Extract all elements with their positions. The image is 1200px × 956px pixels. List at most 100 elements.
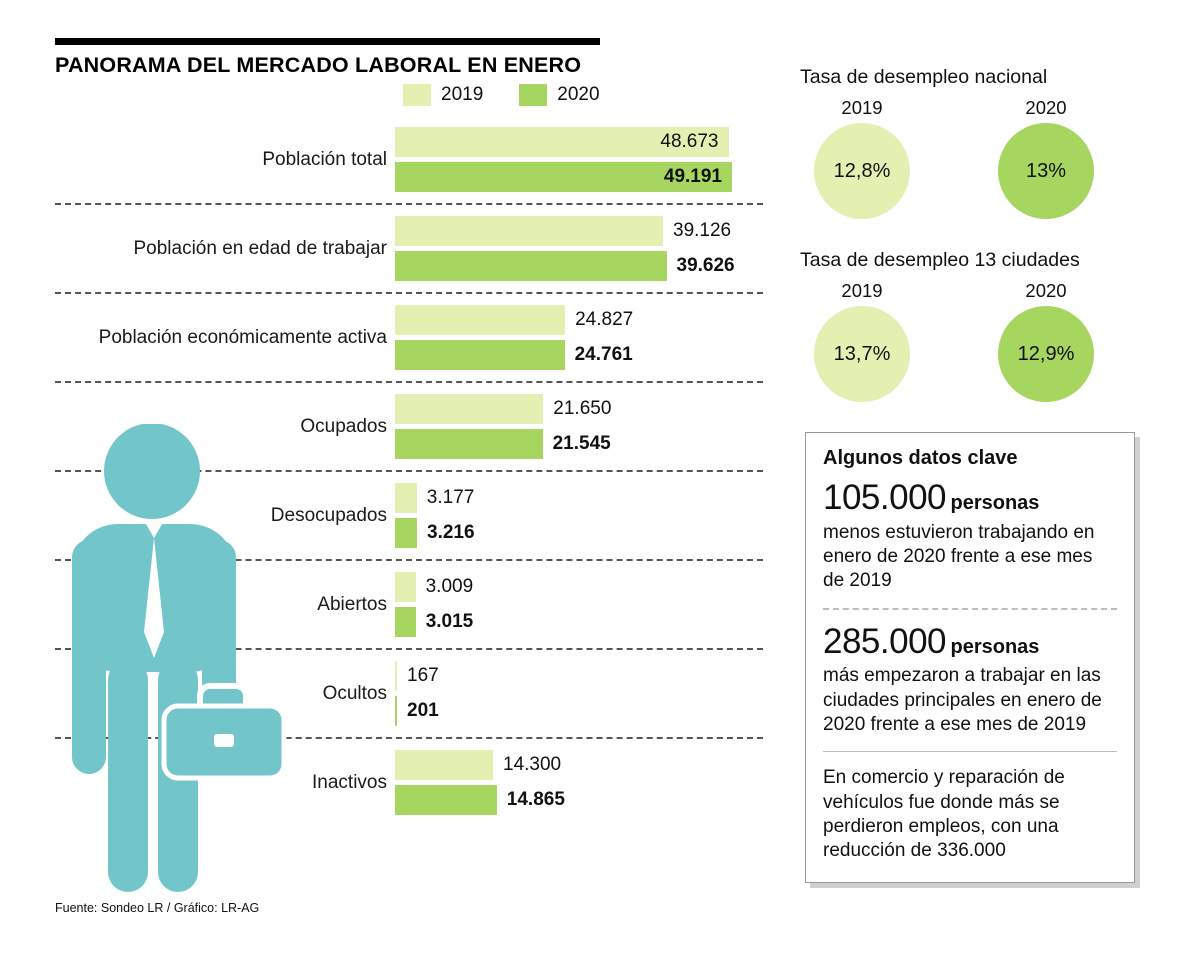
bar-value-2020: 24.761 — [574, 344, 633, 365]
chart-row-edad-trabajar: Población en edad de trabajar 39.126 39.… — [55, 203, 763, 292]
fact-number: 105.000 — [823, 478, 947, 517]
bar-value-2019: 3.009 — [425, 576, 474, 597]
source-credit: Fuente: Sondeo LR / Gráfico: LR-AG — [55, 901, 260, 915]
bar-value-2020: 14.865 — [506, 789, 565, 810]
bar-group: 39.126 39.626 — [395, 216, 763, 281]
kpi-year-label: 2020 — [1025, 97, 1067, 118]
bar-value-2020: 3.015 — [425, 611, 474, 632]
title-rule — [55, 38, 600, 45]
fact-text: más empezaron a trabajar en las ciudades… — [823, 665, 1102, 736]
right-panel: Tasa de desempleo nacional 2019 12,8% 20… — [800, 66, 1140, 883]
solid-divider — [823, 751, 1117, 753]
category-label: Ocupados — [300, 415, 387, 437]
bar-chart-panel: PANORAMA DEL MERCADO LABORAL EN ENERO 20… — [55, 38, 763, 826]
bar-group: 48.673 49.191 — [395, 127, 763, 192]
bar-2020: 49.191 — [395, 162, 732, 192]
chart-row-poblacion-total: Población total 48.673 49.191 — [55, 116, 763, 203]
chart-row-ocupados: Ocupados 21.650 21.545 — [55, 381, 763, 470]
kpi-value: 12,9% — [1017, 342, 1075, 365]
bar-group: 21.650 21.545 — [395, 394, 763, 459]
fact-unit: personas — [950, 492, 1040, 514]
bar-value-2019: 3.177 — [426, 487, 475, 508]
worker-icon — [52, 424, 295, 896]
legend-swatch-2019 — [403, 84, 431, 106]
kpi-national: Tasa de desempleo nacional 2019 12,8% 20… — [800, 66, 1140, 219]
bar-2019: 24.827 — [395, 305, 633, 335]
bar-value-2020: 49.191 — [663, 166, 722, 187]
bar-group: 167 201 — [395, 661, 763, 726]
briefcase-icon — [161, 683, 287, 781]
bar-2020: 201 — [395, 696, 439, 726]
bar-2019: 48.673 — [395, 127, 729, 157]
bar-2020: 3.015 — [395, 607, 473, 637]
bar-value-2019: 24.827 — [575, 309, 634, 330]
bar-2020: 21.545 — [395, 429, 611, 459]
bar-2020: 3.216 — [395, 518, 475, 548]
fact-headline: 285.000 personas — [823, 621, 1117, 661]
kpi-row: 2019 12,8% 2020 13% — [800, 97, 1140, 219]
bar-value-2020: 39.626 — [676, 255, 735, 276]
bar-2019: 167 — [395, 661, 439, 691]
kpi-circle-2020: 13% — [998, 123, 1094, 219]
kpi-circle-2019: 12,8% — [814, 123, 910, 219]
category-label: Población en edad de trabajar — [133, 237, 387, 259]
bar-group: 3.009 3.015 — [395, 572, 763, 637]
kpi-year-label: 2019 — [841, 280, 883, 301]
category-label: Inactivos — [312, 771, 387, 793]
kpi-2019: 2019 12,8% — [814, 97, 910, 219]
kpi-2020: 2020 12,9% — [998, 280, 1094, 402]
kpi-year-label: 2020 — [1025, 280, 1067, 301]
bar-2020: 39.626 — [395, 251, 735, 281]
category-label: Abiertos — [317, 593, 387, 615]
kpi-cities-title: Tasa de desempleo 13 ciudades — [800, 249, 1080, 271]
bar-2020: 14.865 — [395, 785, 565, 815]
fact-headline: 105.000 personas — [823, 478, 1117, 517]
page-title: PANORAMA DEL MERCADO LABORAL EN ENERO — [55, 53, 582, 77]
chart-row-economicamente-activa: Población económicamente activa 24.827 2… — [55, 292, 763, 381]
legend-item-2020: 2020 — [519, 84, 600, 106]
bar-value-2020: 21.545 — [552, 433, 611, 454]
kpi-row: 2019 13,7% 2020 12,9% — [800, 280, 1140, 402]
kpi-value: 13% — [1025, 159, 1067, 182]
category-label: Desocupados — [270, 504, 387, 526]
bar-value-2019: 48.673 — [660, 131, 719, 152]
chart-row-desocupados: Desocupados 3.177 3.216 — [55, 470, 763, 559]
fact-number: 285.000 — [823, 621, 947, 661]
fact-text: En comercio y reparación de vehículos fu… — [823, 767, 1065, 862]
bar-2019: 39.126 — [395, 216, 731, 246]
legend: 2019 2020 — [403, 84, 763, 106]
legend-swatch-2020 — [519, 84, 548, 106]
kpi-circle-2020: 12,9% — [998, 306, 1094, 402]
fact-item-1: 105.000 personas menos estuvieron trabaj… — [823, 478, 1117, 594]
bar-value-2019: 14.300 — [503, 754, 562, 775]
legend-item-2019: 2019 — [403, 84, 483, 106]
fact-item-2: 285.000 personas más empezaron a trabaja… — [823, 621, 1117, 738]
bar-group: 24.827 24.761 — [395, 305, 763, 370]
bar-2019: 3.177 — [395, 483, 474, 513]
kpi-circle-2019: 13,7% — [814, 306, 910, 402]
bar-2019: 21.650 — [395, 394, 611, 424]
key-facts-box: Algunos datos clave 105.000 personas men… — [805, 432, 1135, 883]
chart-row-ocultos: Ocultos 167 201 — [55, 648, 763, 737]
category-label: Ocultos — [322, 682, 387, 704]
kpi-year-label: 2019 — [841, 97, 883, 118]
bar-group: 3.177 3.216 — [395, 483, 763, 548]
bar-value-2019: 21.650 — [553, 398, 612, 419]
category-label: Población total — [262, 148, 387, 170]
kpi-2020: 2020 13% — [998, 97, 1094, 219]
category-label: Población económicamente activa — [98, 326, 387, 348]
bar-2020: 24.761 — [395, 340, 633, 370]
bar-2019: 3.009 — [395, 572, 473, 602]
legend-label-2020: 2020 — [557, 84, 600, 105]
chart-rows: Población total 48.673 49.191 Población … — [55, 116, 763, 826]
bar-2019: 14.300 — [395, 750, 561, 780]
fact-text: menos estuvieron trabajando en enero de … — [823, 521, 1095, 592]
bar-value-2019: 39.126 — [673, 220, 732, 241]
bar-value-2020: 201 — [407, 700, 439, 721]
kpi-cities: Tasa de desempleo 13 ciudades 2019 13,7%… — [800, 249, 1140, 402]
bar-group: 14.300 14.865 — [395, 750, 763, 815]
dashed-divider — [823, 607, 1117, 610]
chart-row-inactivos: Inactivos 14.300 14.865 — [55, 737, 763, 826]
kpi-value: 12,8% — [833, 159, 891, 182]
